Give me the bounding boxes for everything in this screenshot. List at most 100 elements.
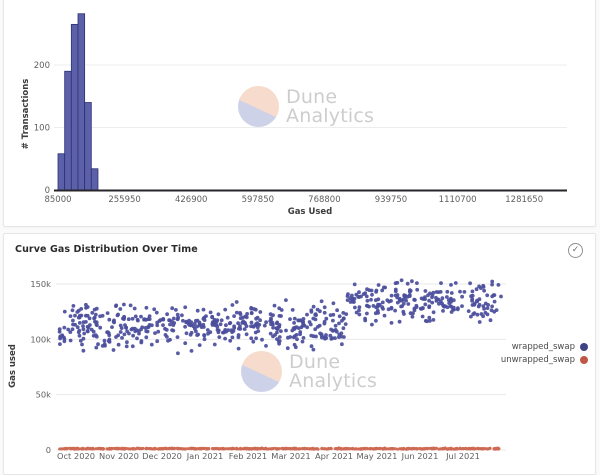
data-point — [257, 322, 262, 327]
data-point — [384, 447, 388, 451]
data-point — [236, 346, 241, 351]
data-point — [325, 447, 329, 451]
data-point — [91, 329, 96, 334]
data-point — [276, 339, 281, 344]
data-point — [102, 338, 107, 343]
data-point — [410, 314, 415, 319]
data-point — [219, 318, 224, 323]
data-point — [221, 447, 225, 450]
scatter-axis-ticks: 0 50k 100k 150k Oct 2020 Nov 2020 Dec 2020 Jan … — [30, 279, 480, 461]
data-point — [291, 326, 296, 331]
data-point — [126, 317, 131, 322]
data-point — [483, 301, 488, 306]
data-point — [218, 322, 223, 327]
data-point — [75, 446, 78, 450]
data-point — [301, 323, 305, 328]
data-point — [279, 329, 283, 333]
data-point — [271, 325, 275, 330]
data-point — [57, 329, 62, 334]
data-point — [149, 342, 154, 347]
data-point — [472, 311, 477, 315]
data-point — [201, 317, 206, 321]
data-point — [138, 447, 142, 451]
data-point — [380, 288, 385, 293]
dune-logo-icon — [241, 351, 282, 392]
data-point — [68, 338, 73, 343]
data-point — [230, 447, 234, 451]
data-point — [298, 332, 302, 337]
data-point — [361, 447, 365, 451]
data-point — [129, 327, 134, 332]
data-point — [492, 299, 497, 304]
data-point — [389, 293, 394, 298]
data-point — [96, 342, 100, 347]
legend-item-unwrapped-swap[interactable]: unwrapped_swap — [501, 355, 588, 365]
data-point — [439, 281, 443, 285]
data-point — [214, 322, 219, 327]
data-point — [242, 320, 247, 325]
data-point — [168, 318, 172, 323]
data-point — [284, 328, 288, 333]
data-point — [468, 281, 472, 286]
data-point — [184, 319, 189, 324]
data-point — [68, 446, 72, 450]
data-point — [249, 311, 254, 315]
data-point — [376, 311, 380, 315]
data-point — [253, 447, 257, 451]
checkmark-icon[interactable]: ✓ — [568, 243, 583, 258]
data-point — [421, 306, 425, 310]
data-point — [271, 334, 275, 339]
data-point — [357, 312, 362, 317]
data-point — [383, 285, 387, 290]
data-point — [228, 321, 233, 325]
data-point — [214, 319, 219, 324]
data-point — [183, 341, 188, 346]
data-point — [81, 336, 86, 341]
data-point — [147, 447, 151, 450]
data-point — [77, 447, 81, 451]
data-point — [451, 307, 455, 312]
data-point — [118, 330, 123, 334]
data-point — [410, 447, 414, 451]
data-point — [167, 446, 171, 450]
data-point — [241, 447, 245, 451]
data-point — [430, 293, 435, 298]
data-point — [297, 447, 301, 451]
data-point — [204, 446, 208, 450]
data-point — [460, 294, 464, 299]
data-point — [373, 447, 377, 451]
data-point — [322, 321, 327, 326]
data-point — [373, 298, 378, 303]
data-point — [337, 321, 341, 326]
data-point — [224, 323, 228, 328]
dune-watermark-text: Dune Analytics — [289, 353, 377, 390]
data-point — [447, 301, 452, 305]
data-point — [204, 314, 208, 318]
data-point — [165, 447, 169, 451]
data-point — [163, 326, 167, 331]
x-tick-label: Mar 2021 — [271, 451, 310, 461]
data-point — [307, 447, 311, 451]
data-point — [252, 307, 256, 311]
data-point — [199, 325, 204, 329]
data-point — [315, 307, 320, 312]
scatter-card: Curve Gas Distribution Over Time ✓ Dune … — [3, 233, 596, 475]
data-point — [389, 306, 394, 311]
data-point — [197, 343, 202, 347]
data-point — [423, 319, 428, 323]
data-point — [364, 294, 369, 299]
data-point — [475, 312, 480, 317]
data-point — [170, 328, 175, 332]
data-point — [460, 304, 464, 308]
legend-item-wrapped-swap[interactable]: wrapped_swap — [512, 342, 588, 352]
data-point — [150, 447, 154, 451]
data-point — [413, 447, 417, 451]
data-point — [268, 331, 273, 336]
data-point — [292, 321, 296, 325]
data-point — [139, 314, 143, 319]
data-point — [174, 308, 178, 312]
data-point — [155, 339, 160, 344]
data-point — [153, 331, 157, 335]
data-point — [98, 325, 103, 330]
watermark-line1: Dune — [286, 85, 338, 108]
